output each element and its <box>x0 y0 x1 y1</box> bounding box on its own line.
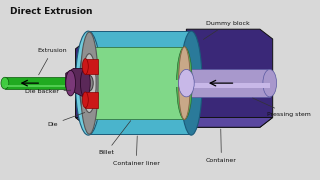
Polygon shape <box>186 83 270 88</box>
Ellipse shape <box>180 31 202 135</box>
Ellipse shape <box>79 47 97 119</box>
Text: Die: Die <box>47 112 85 127</box>
Ellipse shape <box>179 47 190 119</box>
Polygon shape <box>85 92 98 108</box>
Ellipse shape <box>263 69 276 97</box>
Polygon shape <box>5 85 86 87</box>
Text: Extrusion: Extrusion <box>37 48 67 75</box>
Polygon shape <box>85 59 98 74</box>
Polygon shape <box>186 69 270 97</box>
Polygon shape <box>76 118 137 127</box>
Polygon shape <box>186 29 273 127</box>
Ellipse shape <box>177 47 192 119</box>
Ellipse shape <box>82 59 88 74</box>
Ellipse shape <box>1 77 9 89</box>
Ellipse shape <box>80 68 90 98</box>
Ellipse shape <box>179 69 194 97</box>
Text: Die backer: Die backer <box>25 89 71 94</box>
Ellipse shape <box>80 47 96 119</box>
Text: Billet: Billet <box>98 121 131 155</box>
Polygon shape <box>66 68 85 98</box>
Ellipse shape <box>84 77 89 89</box>
Ellipse shape <box>85 75 93 91</box>
Text: Dummy block: Dummy block <box>204 21 250 39</box>
Text: Pressing stem: Pressing stem <box>253 98 311 117</box>
Ellipse shape <box>76 31 101 135</box>
Polygon shape <box>186 118 273 127</box>
Text: Container liner: Container liner <box>113 136 160 166</box>
Ellipse shape <box>66 70 76 96</box>
Ellipse shape <box>82 92 88 108</box>
Polygon shape <box>88 80 184 87</box>
Polygon shape <box>88 31 191 134</box>
Text: Container: Container <box>206 129 237 163</box>
Polygon shape <box>5 77 86 89</box>
Ellipse shape <box>82 54 96 112</box>
Polygon shape <box>88 47 184 119</box>
Ellipse shape <box>80 32 98 134</box>
Polygon shape <box>76 39 137 127</box>
Text: Direct Extrusion: Direct Extrusion <box>10 7 92 16</box>
